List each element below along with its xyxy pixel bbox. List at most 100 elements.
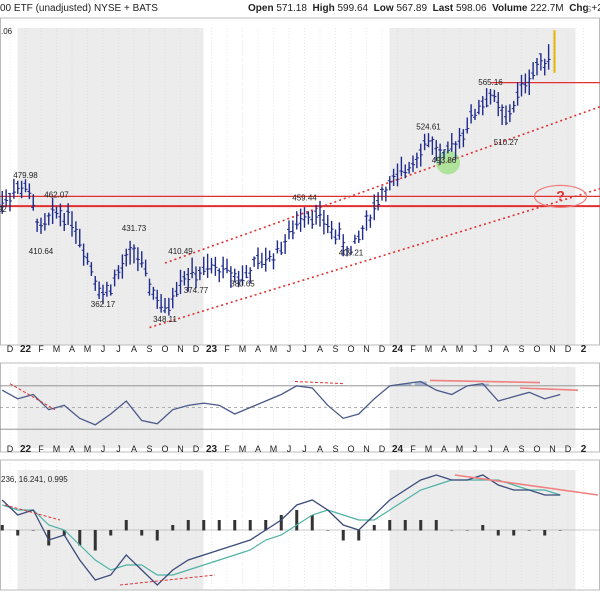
x-tick-label: F xyxy=(38,444,44,454)
x-tick-label: M xyxy=(456,444,464,454)
x-tick-label: D xyxy=(193,444,200,454)
macd-histogram-bar xyxy=(372,525,376,531)
macd-histogram-bar xyxy=(543,530,547,536)
x-tick-label: D xyxy=(379,344,386,354)
x-tick-label: M xyxy=(239,444,247,454)
x-tick-label: M xyxy=(456,344,464,354)
chg-label: Chg xyxy=(569,3,589,14)
x-tick-label: D xyxy=(565,444,572,454)
macd-histogram-bar xyxy=(527,530,531,531)
x-tick-label: J xyxy=(473,444,478,454)
macd-histogram-bar xyxy=(16,530,20,536)
question-mark: ? xyxy=(556,187,565,203)
macd-histogram-bar xyxy=(171,525,175,531)
rsi-line xyxy=(1,380,561,426)
x-tick-label: J xyxy=(473,344,478,354)
x-tick-label: N xyxy=(177,344,184,354)
macd-histogram-bar xyxy=(512,530,516,536)
price-annotation: 362.17 xyxy=(91,300,116,309)
x-tick-label: J xyxy=(101,344,106,354)
x-tick-label: S xyxy=(518,444,524,454)
macd-histogram-bar xyxy=(465,530,469,531)
macd-histogram-bar xyxy=(341,530,345,541)
price-annotation: 459.44 xyxy=(292,194,317,203)
year-shade xyxy=(17,28,204,345)
x-tick-label: J xyxy=(488,444,493,454)
price-annotation: 462.07 xyxy=(44,191,69,200)
high-label: High xyxy=(312,3,335,14)
x-tick-label: A xyxy=(503,444,509,454)
macd-histogram-bar xyxy=(155,530,159,541)
price-annotation: 524.61 xyxy=(416,122,441,131)
x-tick-label: A xyxy=(69,444,75,454)
year-shade xyxy=(389,28,576,345)
macd-divergence xyxy=(4,504,61,521)
x-tick-label: M xyxy=(270,444,278,454)
macd-histogram-bar xyxy=(357,530,361,541)
macd-histogram-bar xyxy=(62,530,66,536)
low-value: 567.89 xyxy=(396,3,428,14)
rsi-divergence xyxy=(519,387,579,391)
x-tick-label: J xyxy=(101,444,106,454)
x-tick-label: J xyxy=(287,344,292,354)
x-tick-label: O xyxy=(347,344,354,354)
price-annotation: 409.21 xyxy=(339,248,364,257)
x-tick-label: O xyxy=(533,344,540,354)
x-tick-label: A xyxy=(317,444,323,454)
price-annotation: 410.49 xyxy=(168,247,193,256)
price-annotation: 431.73 xyxy=(122,224,147,233)
x-tick-label: F xyxy=(38,344,44,354)
rsi-divergence xyxy=(294,381,346,385)
macd-histogram-bar xyxy=(248,520,252,531)
price-annotation: 448.92 xyxy=(0,205,7,214)
x-tick-label: N xyxy=(177,444,184,454)
x-tick-label: J xyxy=(302,344,307,354)
x-tick-label: M xyxy=(425,344,433,354)
macd-histogram-bar xyxy=(481,525,485,531)
x-tick-label: A xyxy=(503,344,509,354)
x-tick-label: O xyxy=(533,444,540,454)
x-tick-label: S xyxy=(332,344,338,354)
macd-divergence xyxy=(454,474,599,496)
x-tick-label: 24 xyxy=(392,344,404,355)
macd-line xyxy=(1,474,561,586)
macd-histogram-bar xyxy=(140,530,144,536)
x-tick-label: D xyxy=(7,344,14,354)
x-tick-label: D xyxy=(7,444,14,454)
x-tick-label: N xyxy=(363,344,370,354)
macd-histogram-bar xyxy=(434,520,438,531)
x-tick-label: J xyxy=(488,344,493,354)
x-tick-label: 22 xyxy=(20,444,32,455)
x-tick-label: O xyxy=(347,444,354,454)
x-tick-label: M xyxy=(84,344,92,354)
macd-histogram-bar xyxy=(109,530,113,536)
macd-histogram-bar xyxy=(217,520,221,531)
x-tick-label: D xyxy=(565,344,572,354)
volume-label: Volume xyxy=(492,3,528,14)
macd-histogram-bar xyxy=(124,520,128,531)
macd-histogram-bar xyxy=(279,515,283,531)
x-tick-label: 24 xyxy=(392,444,404,455)
chart-header-right: Open 571.18 High 599.64 Low 567.89 Last … xyxy=(248,3,600,14)
x-tick-label: F xyxy=(410,344,416,354)
macd-histogram-bar xyxy=(295,510,299,531)
x-tick-label: O xyxy=(161,444,168,454)
low-label: Low xyxy=(373,3,394,14)
x-tick-label: 22 xyxy=(20,344,32,355)
x-tick-label: A xyxy=(255,344,261,354)
x-tick-label: M xyxy=(425,444,433,454)
channel-lower xyxy=(149,187,600,329)
macd-histogram-bar xyxy=(388,520,392,531)
high-value: 599.64 xyxy=(337,3,369,14)
macd-histogram-bar xyxy=(419,520,423,531)
x-tick-label: N xyxy=(363,444,370,454)
x-tick-label: A xyxy=(255,444,261,454)
exchange-label: NYSE + BATS xyxy=(93,3,158,14)
macd-divergence xyxy=(119,574,216,586)
macd-histogram-bar xyxy=(326,530,330,531)
macd-histogram-bar xyxy=(450,530,454,531)
macd-histogram-bar xyxy=(31,530,35,531)
x-tick-label: S xyxy=(146,444,152,454)
price-annotation: 348.11 xyxy=(153,315,177,324)
x-tick-label: M xyxy=(270,344,278,354)
